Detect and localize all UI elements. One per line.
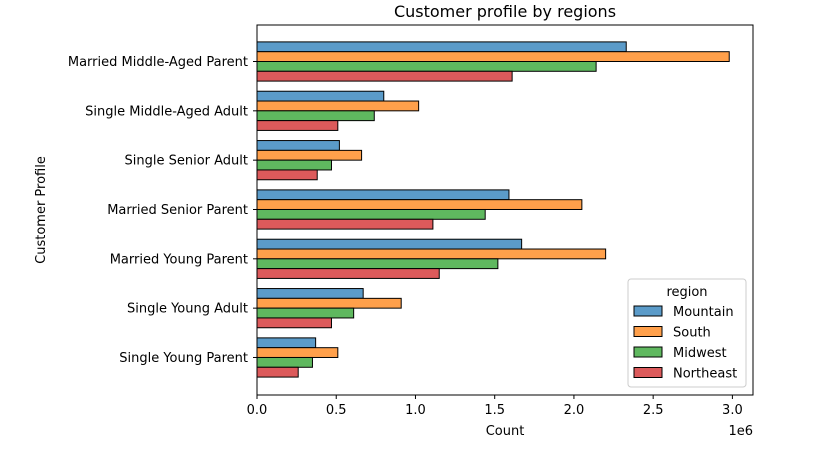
bar-midwest-4 (256, 258, 499, 270)
legend-swatch-mountain (633, 305, 663, 317)
y-tick-label: Married Senior Parent (107, 203, 248, 218)
bar-mountain-3 (256, 189, 510, 201)
bar-northeast-1 (256, 120, 339, 131)
x-tick-label: 1.0 (405, 403, 426, 418)
bar-northeast-3 (256, 218, 434, 230)
bar-south-3 (256, 199, 583, 210)
bar-mountain-2 (256, 140, 340, 151)
bar-south-5 (256, 297, 402, 309)
bar-south-6 (256, 347, 339, 358)
bar-mountain-0 (256, 41, 627, 53)
bar-midwest-3 (256, 208, 486, 220)
legend-label-mountain: Mountain (673, 305, 734, 320)
bar-mountain-5 (256, 288, 364, 299)
bar-south-4 (256, 248, 607, 260)
legend-title: region (666, 285, 707, 300)
legend-label-midwest: Midwest (673, 346, 727, 361)
chart-title: Customer profile by regions (394, 2, 616, 21)
x-tick-label: 3.0 (722, 403, 743, 418)
bar-northeast-2 (256, 169, 318, 181)
y-tick-label: Single Young Parent (119, 351, 248, 366)
x-tick-label: 2.5 (643, 403, 664, 418)
bars-layer (256, 41, 730, 378)
y-axis-label: Customer Profile (34, 156, 49, 264)
y-tick-label: Single Senior Adult (125, 154, 249, 169)
bar-midwest-1 (256, 110, 375, 122)
bar-midwest-5 (256, 307, 355, 319)
y-tick-label: Married Young Parent (110, 252, 248, 267)
bar-mountain-6 (256, 337, 317, 349)
bar-midwest-0 (256, 61, 597, 72)
y-axis: Married Middle-Aged Parent Single Middle-… (68, 55, 257, 366)
bar-south-0 (256, 51, 730, 63)
x-axis-offset-label: 1e6 (728, 424, 753, 439)
legend-swatch-south (633, 326, 663, 337)
legend-swatch-midwest (633, 346, 663, 358)
bar-south-2 (256, 149, 363, 161)
x-tick-label: 1.5 (484, 403, 505, 418)
bar-northeast-5 (256, 317, 332, 329)
x-axis-label: Count (486, 424, 525, 439)
bar-mountain-1 (256, 90, 385, 102)
plot-frame (256, 24, 754, 396)
y-tick-label: Single Middle-Aged Adult (85, 104, 248, 119)
bar-midwest-6 (256, 356, 313, 368)
legend-swatch-northeast (633, 367, 663, 378)
y-tick-label: Married Middle-Aged Parent (68, 55, 248, 70)
x-axis: 0.0 0.5 1.0 1.5 2.0 2.5 3.0 (247, 395, 743, 418)
bar-northeast-0 (256, 70, 513, 82)
x-tick-label: 0.0 (247, 403, 268, 418)
bar-south-1 (256, 100, 420, 112)
bar-mountain-4 (256, 238, 523, 250)
x-tick-label: 2.0 (564, 403, 585, 418)
bar-northeast-6 (256, 366, 299, 378)
legend-label-south: South (673, 326, 711, 341)
y-tick-label: Single Young Adult (127, 302, 248, 317)
bar-midwest-2 (256, 159, 332, 171)
x-tick-label: 0.5 (326, 403, 347, 418)
bar-northeast-4 (256, 268, 440, 279)
legend-label-northeast: Northeast (673, 367, 737, 382)
legend: region Mountain South Midwest Northeast (627, 278, 747, 388)
